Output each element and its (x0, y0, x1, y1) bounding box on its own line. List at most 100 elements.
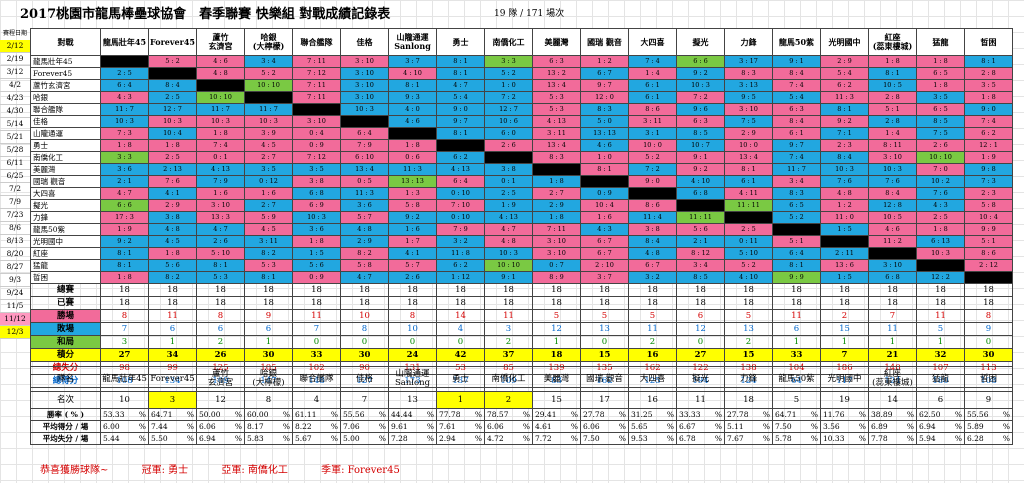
pct-value: 33.33% (676, 408, 725, 421)
matchup-cell: 2 : 8 (868, 91, 917, 104)
matchup-cell: 4 : 10 (724, 271, 773, 284)
matchup-cell: 3 : 10 (532, 235, 581, 248)
matchup-cell: 3 : 2 (436, 235, 485, 248)
pct-unit: % (426, 421, 434, 431)
pct-number: 6.28 (967, 433, 984, 443)
matchup-cell: 10 : 7 (676, 139, 725, 152)
matchup-cell: 5 : 1 (964, 235, 1013, 248)
champion: 冠軍: 勇士 (141, 465, 189, 476)
matchup-cell: 3 : 11 (628, 115, 677, 128)
stat-value: 2 (820, 309, 869, 323)
pct-value: 5.65% (628, 420, 677, 433)
stat-value: 27 (676, 348, 725, 362)
stat-value: 11 (148, 309, 197, 323)
matchup-cell: 12 : 7 (484, 103, 533, 116)
matchup-cell: 1 : 5 (820, 271, 869, 284)
schedule-date: 4/30 (0, 105, 30, 118)
matchup-cell: 7 : 9 (436, 223, 485, 236)
pct-value: 78.57% (484, 408, 533, 421)
pct-value: 5.11% (724, 420, 773, 433)
pct-value: 6.78% (676, 432, 725, 445)
matchup-cell: 6 : 4 (340, 127, 389, 140)
matchup-cell: 2 : 8 (868, 115, 917, 128)
matchup-cell: 9 : 5 (724, 91, 773, 104)
matchup-cell: 2 : 11 (820, 247, 869, 260)
pct-value: 7.28% (388, 432, 437, 445)
pct-number: 7.28 (391, 433, 408, 443)
rank-team-name: 蘆竹 玄濟宮 (196, 366, 245, 392)
matchup-cell: 13 : 3 (196, 211, 245, 224)
matchup-cell: 7 : 4 (964, 115, 1013, 128)
pct-unit: % (570, 433, 578, 443)
stat-value: 8 (340, 322, 389, 336)
stat-value: 18 (244, 296, 293, 310)
matchup-cell: 6 : 1 (772, 127, 821, 140)
matchup-cell: 10 : 4 (148, 127, 197, 140)
pct-value: 5.94% (916, 432, 965, 445)
stat-value: 18 (772, 283, 821, 297)
pct-value: 55.56% (964, 408, 1013, 421)
pct-number: 5.00 (343, 433, 360, 443)
stat-value: 5 (532, 309, 581, 323)
matchup-cell: 8 : 9 (532, 271, 581, 284)
matchup-cell: 2 : 6 (484, 139, 533, 152)
matchup-cell: 5 : 3 (196, 271, 245, 284)
matchup-cell: 4 : 1 (148, 187, 197, 200)
stat-value: 18 (916, 283, 965, 297)
pct-unit: % (138, 421, 146, 431)
matchup-cell: 11 : 11 (724, 199, 773, 212)
matchup-cell: 10 : 10 (484, 259, 533, 272)
stat-value: 1 (916, 335, 965, 349)
stat-value: 24 (388, 348, 437, 362)
matchup-cell (388, 127, 437, 140)
stat-row-played: 已賽 18 18 18 18 18 18 18 18 18 18 18 18 18 18 18 18 18 18 18 (30, 296, 1013, 310)
rank-team-name: 紅座 (蕊東樓城) (868, 366, 917, 392)
matchup-cell: 6 : 2 (964, 127, 1013, 140)
pct-unit: % (954, 433, 962, 443)
pct-number: 5.44 (103, 433, 120, 443)
pct-unit: % (714, 433, 722, 443)
team-header: 晢困 (964, 28, 1013, 56)
percentage-table: 勝率 ( % ) 53.33% 64.71% 50.00% 60.00% 61.11% 55… (30, 408, 1013, 445)
pct-number: 6.06 (487, 421, 504, 431)
matchup-cell: 5 : 2 (148, 55, 197, 68)
stat-value: 18 (436, 296, 485, 310)
matchup-cell: 1 : 12 (436, 271, 485, 284)
stat-value: 18 (148, 283, 197, 297)
pct-value: 53.33% (100, 408, 149, 421)
pct-number: 5.89 (967, 421, 984, 431)
pct-number: 5.94 (919, 433, 936, 443)
pct-unit: % (426, 433, 434, 443)
schedule-date: 7/23 (0, 209, 30, 222)
pct-number: 64.71 (151, 409, 173, 419)
matchup-cell: 13 : 4 (340, 163, 389, 176)
matchup-cell: 11 : 7 (196, 103, 245, 116)
congrats-lead: 恭喜獲勝球隊~ (40, 465, 109, 476)
matchup-cell: 1 : 9 (964, 151, 1013, 164)
matchup-cell: 6 : 1 (724, 175, 773, 188)
pct-value: 10.33% (820, 432, 869, 445)
matchup-cell: 6 : 3 (532, 55, 581, 68)
team-header: 紅座 (蕊東樓城) (868, 28, 917, 56)
matchup-cell: 10 : 3 (676, 79, 725, 92)
matchup-cell (964, 271, 1013, 284)
rank-team-name: 猛龍 (916, 366, 965, 392)
rank-team-name: 山隴通運 Sanlong (388, 366, 437, 392)
matchup-cell: 13 : 4 (724, 151, 773, 164)
matchup-cell: 8 : 4 (772, 67, 821, 80)
stat-value: 12 (532, 322, 581, 336)
schedule-date: 9/24 (0, 287, 30, 300)
pct-unit: % (906, 421, 914, 431)
stat-value: 18 (388, 296, 437, 310)
matchup-cell: 7 : 2 (484, 91, 533, 104)
matchup-cell: 7 : 6 (148, 175, 197, 188)
matchup-cell: 11 : 7 (100, 103, 149, 116)
rank-team-name: 晢困 (964, 366, 1013, 392)
pct-value: 44.44% (388, 408, 437, 421)
matchup-cell: 6 : 5 (772, 199, 821, 212)
stat-value: 18 (196, 296, 245, 310)
rank-value: 6 (916, 391, 965, 409)
schedule-date: 3/12 (0, 66, 30, 79)
matchup-cell: 6 : 7 (580, 247, 629, 260)
